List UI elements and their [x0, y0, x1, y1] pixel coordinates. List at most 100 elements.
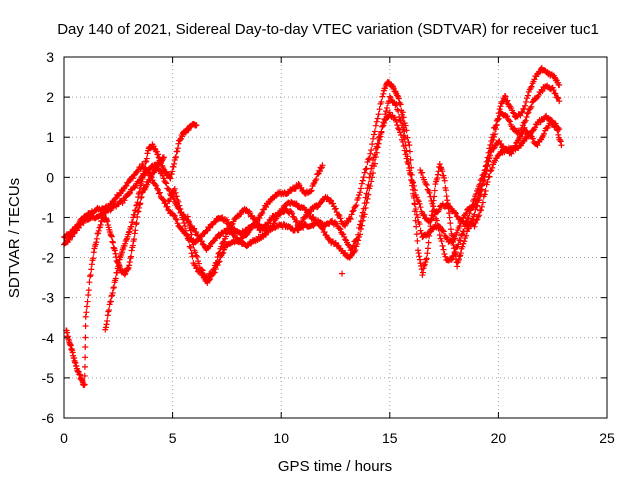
data-point-track-3	[126, 259, 133, 266]
data-point-track-3	[81, 363, 88, 370]
data-point-track-6	[357, 185, 364, 192]
data-point-track-1	[212, 218, 219, 225]
data-point-track-1	[342, 236, 349, 243]
data-point-track-4	[131, 211, 138, 218]
data-point-track-8	[534, 142, 541, 149]
data-point-track-3	[126, 262, 133, 269]
data-point-track-7	[408, 164, 415, 171]
data-point-track-3	[108, 233, 115, 240]
y-tick-label: 1	[46, 129, 54, 145]
data-point-track-4	[107, 298, 114, 305]
data-point-track-7	[491, 133, 498, 140]
data-point-track-4	[193, 122, 200, 129]
data-point-track-2	[380, 119, 387, 126]
data-point-track-8	[467, 207, 474, 214]
data-point-track-3	[112, 250, 119, 257]
data-point-track-5	[182, 223, 189, 230]
data-point-track-4	[153, 148, 160, 155]
data-point-track-3	[81, 381, 88, 388]
data-point-track-1	[350, 242, 357, 249]
data-point-track-2	[385, 98, 392, 105]
data-point-track-7	[456, 253, 463, 260]
data-point-track-8	[439, 242, 446, 249]
data-point-track-1	[416, 200, 423, 207]
data-point-track-2	[108, 205, 115, 212]
data-point-track-4	[130, 214, 137, 221]
data-point-track-6	[194, 253, 201, 260]
data-point-track-6	[349, 208, 356, 215]
data-point-track-7	[457, 250, 464, 257]
data-point-track-3	[148, 174, 155, 181]
data-point-track-8	[478, 175, 485, 182]
data-point-track-4	[105, 308, 112, 315]
data-point-track-3	[152, 167, 159, 174]
data-point-track-8	[428, 197, 435, 204]
data-point-track-1	[340, 231, 347, 238]
data-point-track-5	[187, 244, 194, 251]
data-point-track-3	[95, 227, 102, 234]
data-point-track-7	[493, 121, 500, 128]
data-point-track-4	[155, 151, 162, 158]
data-point-track-7	[423, 255, 430, 262]
data-point-track-2	[207, 243, 214, 250]
data-point-outlier	[339, 270, 346, 277]
data-point-track-2	[127, 189, 134, 196]
data-point-track-7	[414, 237, 421, 244]
data-point-track-7	[497, 103, 504, 110]
data-point-track-3	[131, 236, 138, 243]
data-point-track-3	[104, 218, 111, 225]
data-point-track-6	[221, 238, 228, 245]
y-tick-label: -2	[42, 250, 55, 266]
data-point-track-8	[474, 185, 481, 192]
data-point-track-2	[539, 88, 546, 95]
data-point-track-6	[225, 228, 232, 235]
data-point-track-6	[369, 141, 376, 148]
data-point-track-6	[265, 220, 272, 227]
data-point-track-3	[109, 238, 116, 245]
data-point-track-3	[132, 221, 139, 228]
data-point-track-4	[175, 140, 182, 147]
data-point-track-3	[82, 354, 89, 361]
data-point-track-6	[375, 111, 382, 118]
data-point-track-7	[412, 217, 419, 224]
data-point-track-2	[456, 223, 463, 230]
data-point-track-7	[434, 171, 441, 178]
data-point-track-4	[174, 148, 181, 155]
data-point-track-7	[521, 106, 528, 113]
data-point-track-8	[455, 241, 462, 248]
data-point-track-1	[152, 181, 159, 188]
data-point-track-7	[476, 196, 483, 203]
data-point-track-6	[360, 174, 367, 181]
data-point-track-4	[169, 168, 176, 175]
data-point-track-7	[428, 212, 435, 219]
data-point-track-3	[108, 232, 115, 239]
data-point-track-2	[66, 236, 73, 243]
data-point-track-4	[128, 223, 135, 230]
data-point-track-7	[517, 112, 524, 119]
data-point-track-5	[308, 187, 315, 194]
data-point-track-1	[484, 178, 491, 185]
data-point-track-3	[90, 249, 97, 256]
data-point-track-6	[397, 101, 404, 108]
data-point-track-6	[293, 217, 300, 224]
data-point-track-7	[491, 131, 498, 138]
data-point-track-2	[384, 104, 391, 111]
data-point-track-8	[448, 256, 455, 263]
data-point-track-2	[375, 140, 382, 147]
data-point-track-8	[482, 166, 489, 173]
data-point-track-2	[262, 231, 269, 238]
data-point-track-6	[346, 215, 353, 222]
data-point-track-7	[443, 193, 450, 200]
data-points	[61, 64, 565, 389]
data-point-track-3	[124, 266, 131, 273]
data-point-track-6	[292, 218, 299, 225]
data-point-track-7	[420, 269, 427, 276]
data-point-track-4	[110, 284, 117, 291]
data-point-track-5	[171, 185, 178, 192]
data-point-track-1	[476, 212, 483, 219]
data-point-track-1	[478, 207, 485, 214]
data-point-track-2	[411, 201, 418, 208]
data-point-track-6	[199, 267, 206, 274]
data-point-track-2	[416, 221, 423, 228]
data-point-track-1	[451, 209, 458, 216]
